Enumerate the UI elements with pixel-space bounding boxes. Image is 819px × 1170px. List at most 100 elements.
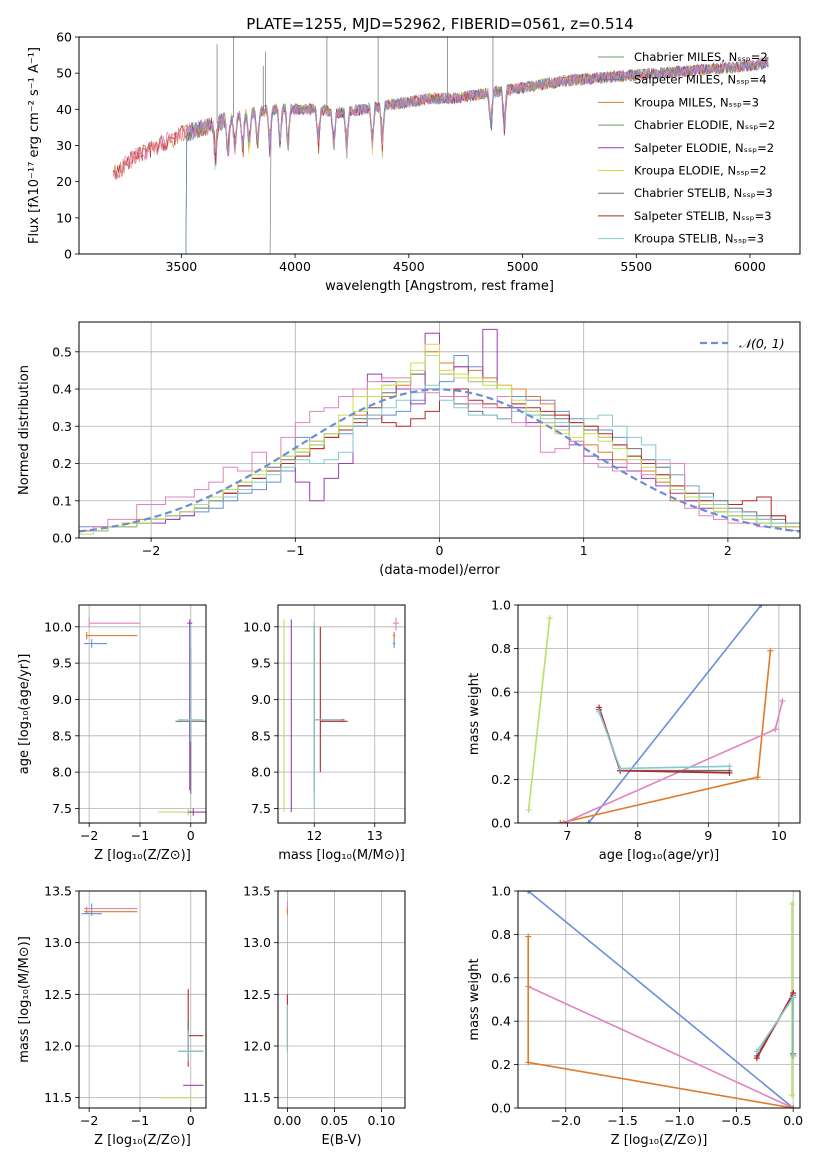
weight-marker (726, 763, 733, 770)
x-tick-label: −1 (131, 1113, 149, 1128)
errorbar-point (392, 631, 396, 640)
weight-marker (557, 820, 564, 823)
y-tick-label: 7.5 (52, 801, 72, 816)
spectrum-line (112, 57, 769, 180)
weight-line (560, 650, 772, 823)
figure-title: PLATE=1255, MJD=52962, FIBERID=0561, z=0… (246, 15, 633, 33)
x-tick-label: 2 (724, 543, 732, 558)
panel-mass-Z: −2 −1 0 11.5 12.0 12.5 13.0 13.5 Z [log₁₀(Z/Z⊙)]… (17, 884, 207, 1148)
y-tick-label: 60 (56, 30, 72, 45)
x-tick-label: 1 (580, 543, 588, 558)
x-axis-label: Z [log₁₀(Z/Z⊙)] (94, 848, 191, 863)
plot-area-mass-Z (81, 903, 204, 1099)
x-tick-label: −2 (80, 1113, 98, 1128)
weight-line (598, 709, 730, 772)
panel-residuals: −2 −1 0 1 2 0.0 0.1 0.2 0.3 0.4 0.5 (data-model)/er… (17, 321, 801, 578)
weight-marker (790, 1052, 797, 1059)
errorbar-point (86, 631, 138, 640)
weight-marker (790, 994, 797, 1001)
y-axis-label: age [log₁₀(age/yr)] (17, 654, 32, 775)
legend-label: Kroupa STELIB, Nₛₛₚ=3 (634, 232, 764, 246)
x-tick-label: 13 (367, 828, 383, 843)
errorbar-point (392, 617, 399, 631)
y-tick-label: 20 (56, 174, 72, 189)
weight-marker (560, 820, 567, 823)
histogram-series (79, 355, 800, 538)
legend-label: Chabrier STELIB, Nₛₛₚ=3 (634, 186, 773, 200)
y-axis-label: Flux [fλ10⁻¹⁷ erg cm⁻² s⁻¹ A⁻¹] (27, 47, 42, 244)
x-tick-label: 12 (306, 828, 322, 843)
y-tick-label: 0.4 (491, 728, 511, 743)
y-tick-label: 1.0 (491, 598, 511, 613)
axes-frame (277, 890, 406, 1109)
x-tick-label: 0.0 (783, 1113, 803, 1128)
x-axis-label: E(B-V) (321, 1133, 361, 1148)
y-tick-label: 9.0 (251, 692, 271, 707)
x-tick-label: 6000 (734, 259, 766, 274)
x-tick-label: 7 (563, 828, 571, 843)
weight-marker (753, 1055, 760, 1062)
weight-line (598, 711, 730, 770)
x-tick-label: 0 (187, 1113, 195, 1128)
y-axis-label: Normed distribution (17, 365, 32, 495)
y-tick-label: 13.5 (243, 884, 271, 899)
y-tick-label: 0.0 (491, 816, 511, 831)
y-axis-label: mass [log₁₀(M/M⊙)] (17, 936, 32, 1063)
y-tick-label: 0.6 (491, 685, 511, 700)
y-tick-label: 12.0 (243, 1039, 271, 1054)
y-tick-label: 30 (56, 138, 72, 153)
errorbar-point (84, 639, 107, 648)
axes-frame (78, 890, 207, 1109)
weight-marker (779, 697, 786, 704)
spectrum-line (185, 56, 769, 254)
x-tick-label: 0.00 (273, 1113, 301, 1128)
x-axis-label: Z [log₁₀(Z/Z⊙)] (611, 1133, 708, 1148)
spectrum-line (185, 57, 769, 254)
y-tick-label: 11.5 (44, 1090, 72, 1105)
plot-area-age-mass (283, 617, 399, 813)
x-tick-label: 3500 (165, 259, 197, 274)
x-tick-label: 5500 (620, 259, 652, 274)
weight-line (527, 891, 794, 1108)
y-tick-label: 10.0 (44, 619, 72, 634)
x-tick-label: −1 (131, 828, 149, 843)
y-tick-label: 9.0 (52, 692, 72, 707)
x-axis-label: mass [log₁₀(M/M⊙)] (278, 848, 405, 863)
panel-mass-EBV: 0.00 0.05 0.10 11.5 12.0 12.5 13.0 13.5 E(B-V) (243, 884, 406, 1148)
panel-age-mass: 12 13 7.5 8.0 8.5 9.0 9.5 10.0 mass [log₁₀(M/M⊙)… (243, 604, 406, 863)
y-tick-label: 0.4 (52, 382, 72, 397)
weight-marker (546, 615, 553, 622)
y-tick-label: 12.5 (44, 987, 72, 1002)
errorbar-point (81, 903, 102, 916)
weight-marker (596, 708, 603, 715)
legend-label: Salpeter ELODIE, Nₛₛₚ=2 (634, 141, 774, 155)
x-axis-label: wavelength [Angstrom, rest frame] (325, 279, 554, 294)
axes-frame (277, 604, 406, 824)
errorbar-point (313, 621, 342, 808)
y-axis-label: mass weight (467, 958, 482, 1040)
panel-spectrum: 3500 4000 4500 5000 5500 6000 0 10 20 30 40 50 60 wav… (27, 30, 801, 294)
legend-label: Chabrier MILES, Nₛₛₚ=2 (634, 50, 768, 64)
x-tick-label: 9 (704, 828, 712, 843)
y-tick-label: 0.2 (491, 772, 511, 787)
axes-frame (517, 890, 801, 1109)
x-tick-label: 4500 (393, 259, 425, 274)
legend-label: Salpeter MILES, Nₛₛₚ=4 (634, 73, 767, 87)
x-tick-label: 4000 (279, 259, 311, 274)
x-tick-label: 0.05 (321, 1113, 349, 1128)
weight-line (527, 618, 551, 810)
y-tick-label: 9.5 (52, 656, 72, 671)
y-tick-label: 0.5 (52, 344, 72, 359)
plot-area-residuals (79, 328, 800, 538)
y-tick-label: 0.8 (491, 641, 511, 656)
x-tick-label: −1.0 (664, 1113, 694, 1128)
y-tick-label: 12.5 (243, 987, 271, 1002)
plot-area-weight-age (525, 605, 786, 823)
weight-marker (525, 933, 532, 940)
x-axis-label: (data-model)/error (379, 563, 500, 578)
legend-label: Chabrier ELODIE, Nₛₛₚ=2 (634, 118, 775, 132)
weight-marker (758, 605, 765, 608)
x-tick-label: −2 (80, 828, 98, 843)
x-tick-label: 0.10 (368, 1113, 396, 1128)
weight-line (587, 605, 762, 823)
